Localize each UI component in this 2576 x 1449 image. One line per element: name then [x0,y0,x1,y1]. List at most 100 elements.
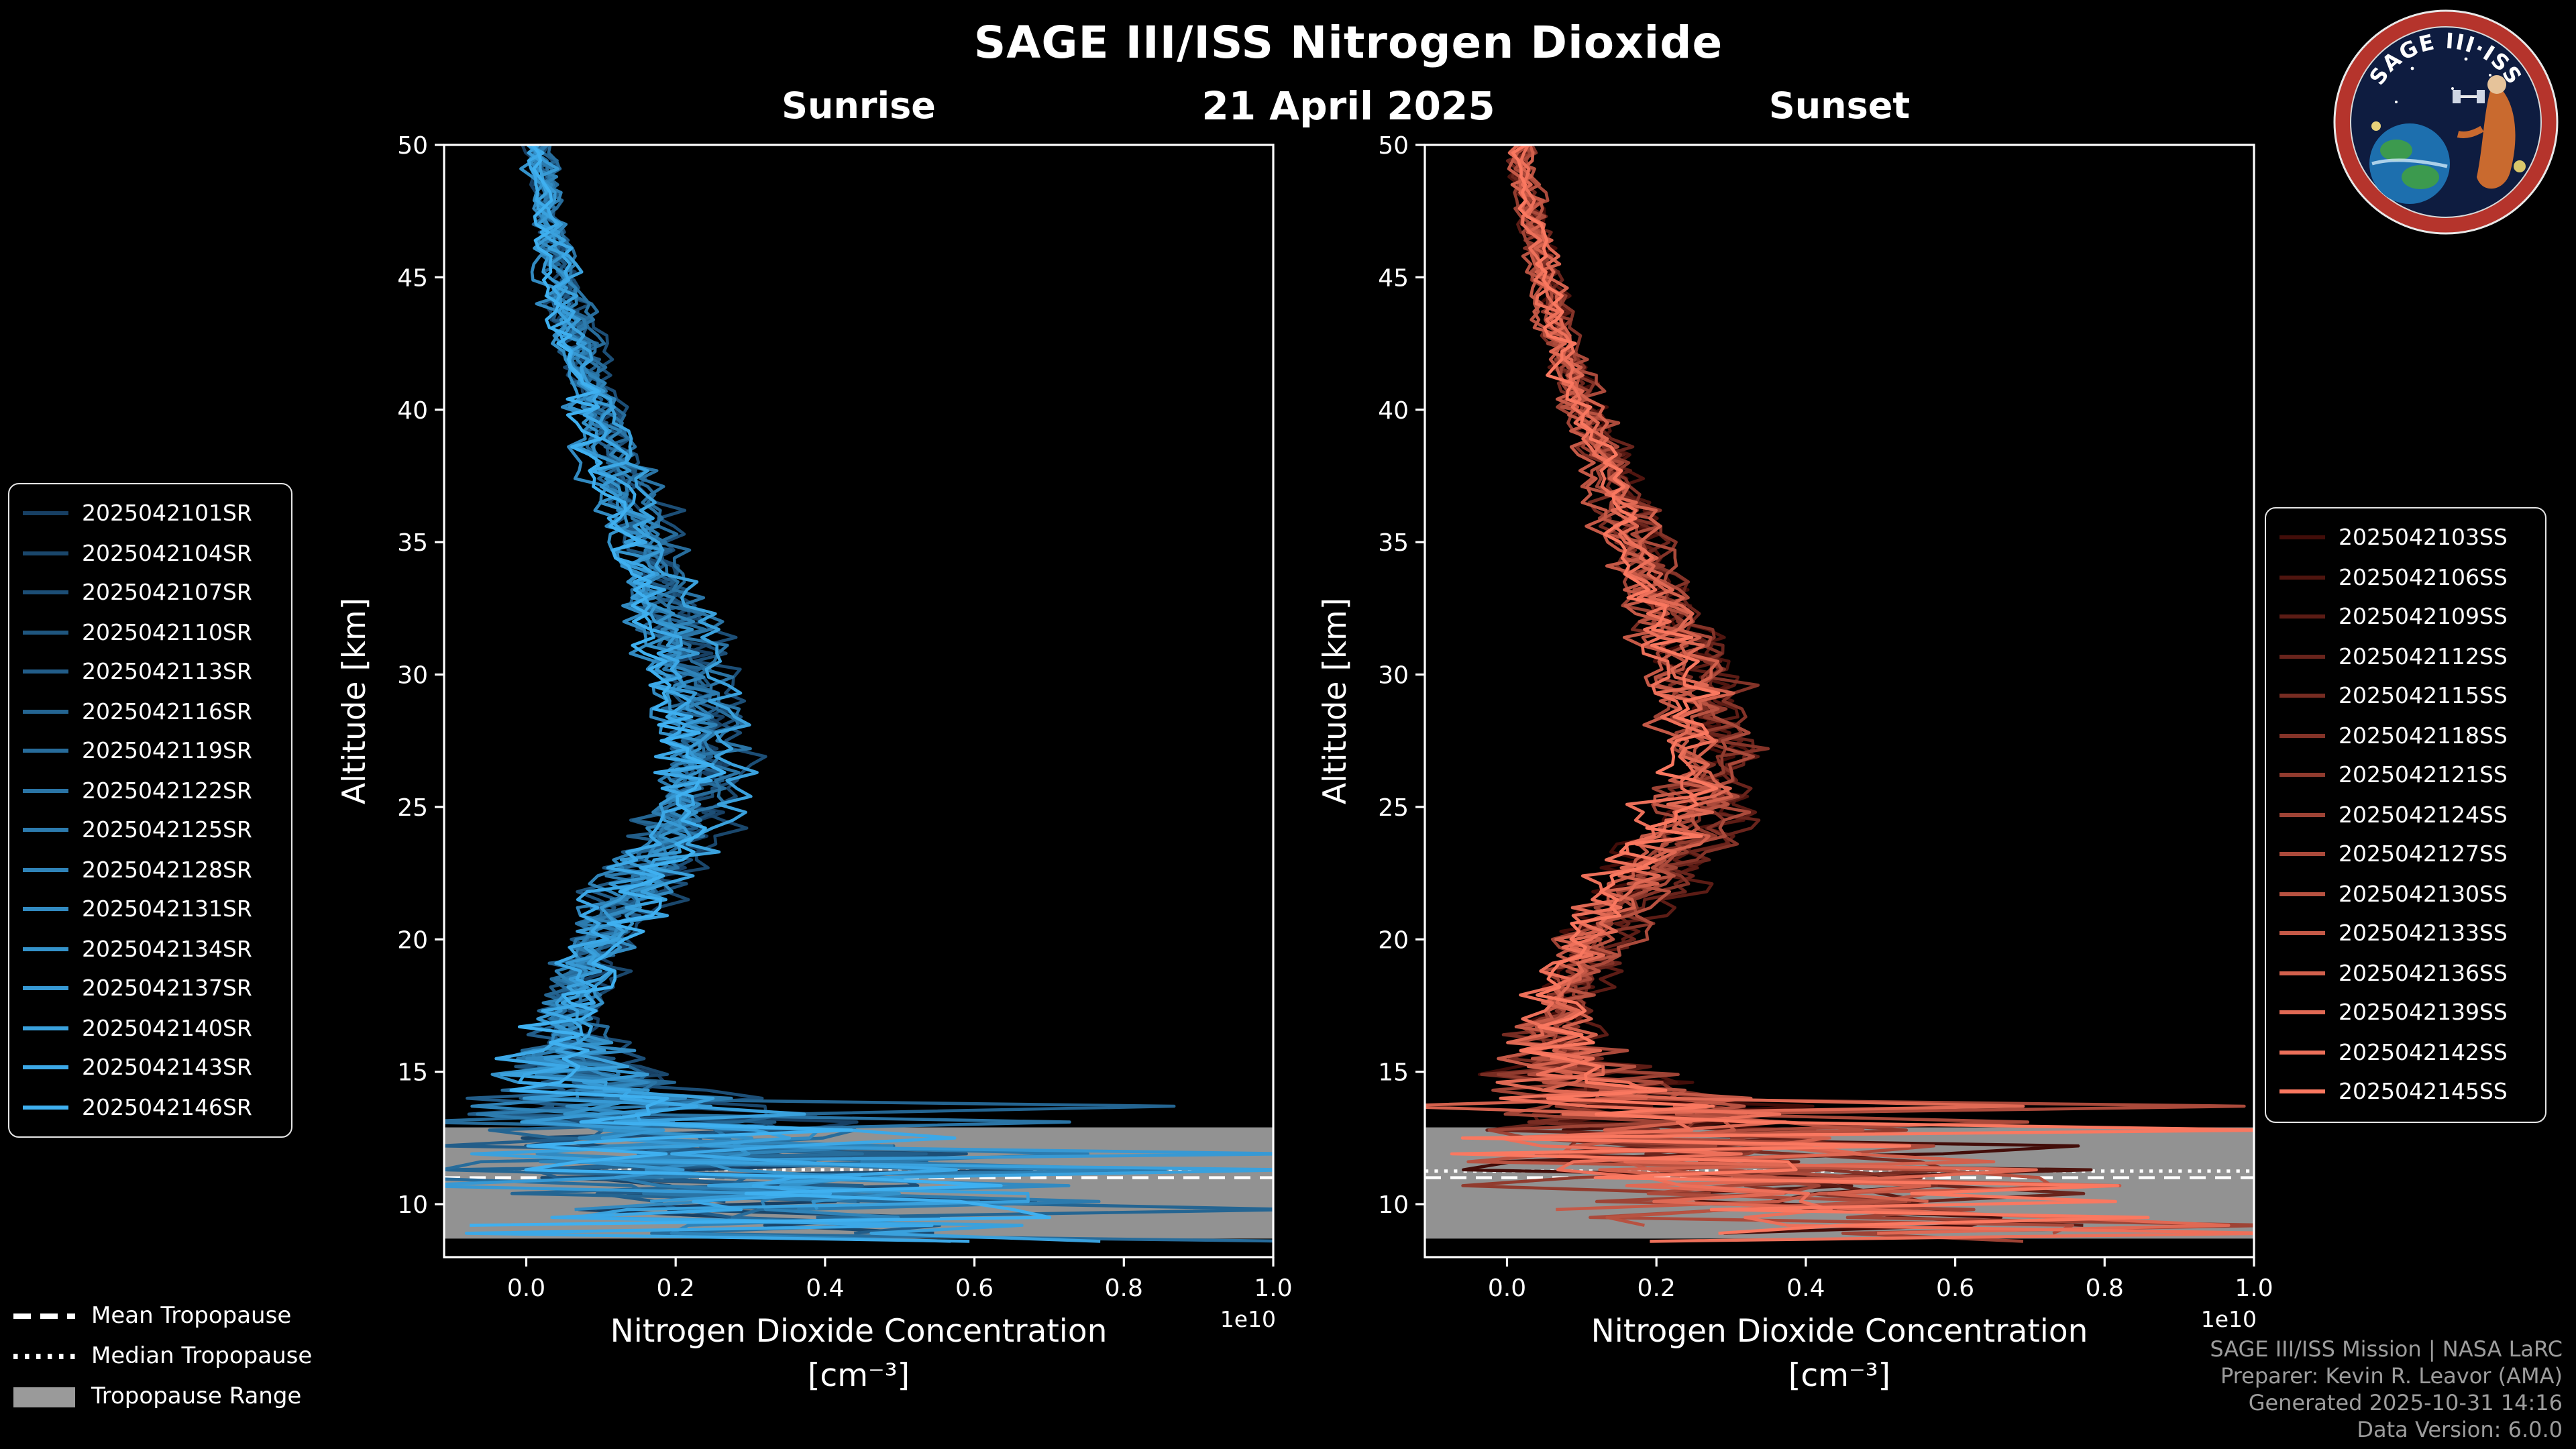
x-axis-units-label: [cm⁻³] [808,1357,910,1394]
legend-entry-label: 2025042146SR [82,1094,252,1120]
legend-entry: 2025042143SR [23,1048,278,1087]
legend-entry: 2025042130SS [2279,874,2532,914]
legend-entry-label: 2025042137SR [82,975,252,1002]
legend-line-swatch [23,907,68,912]
sage-iii-iss-mission-patch: SAGE III·ISS [2333,9,2559,235]
earth-continents [2371,140,2448,189]
legend-entry-label: Median Tropopause [91,1343,313,1370]
y-tick-label: 45 [1378,264,1409,292]
y-tick-label: 25 [397,794,428,822]
profile-line-2025042139SS [1495,145,2231,1235]
y-tick-label: 10 [397,1191,428,1219]
legend-entry-label: 2025042128SR [82,857,252,883]
legend-entry: 2025042104SR [23,533,278,573]
dotted-line-swatch [13,1354,75,1359]
legend-entry-tropopause-range: Tropopause Range [13,1377,312,1417]
y-tick-label: 15 [1378,1059,1409,1087]
legend-entry: 2025042137SR [23,969,278,1008]
dashed-line-swatch [13,1313,75,1319]
legend-entry-label: 2025042118SS [2339,722,2508,749]
y-tick-label: 50 [397,132,428,160]
legend-entry-label: 2025042106SS [2339,564,2508,590]
iss-icon [2453,90,2485,103]
legend-line-swatch [23,1026,68,1030]
y-tick-label: 30 [1378,662,1409,690]
legend-line-swatch [2279,575,2325,580]
y-tick-label: 10 [1378,1191,1409,1219]
legend-line-swatch [23,788,68,793]
legend-line-swatch [23,511,68,516]
sun-icon [2371,121,2381,131]
legend-line-swatch [2279,1010,2325,1015]
legend-entry-label: 2025042131SR [82,896,252,922]
legend-entry: 2025042145SS [2279,1072,2532,1112]
x-axis-units-label: [cm⁻³] [1788,1357,1890,1394]
generated-timestamp: Generated 2025-10-31 14:16 [2248,1390,2563,1415]
legend-entry: 2025042106SS [2279,557,2532,597]
y-tick-label: 20 [397,926,428,954]
legend-line-swatch [23,867,68,872]
x-axis-label: Nitrogen Dioxide Concentration [610,1313,1108,1350]
legend-entry-label: 2025042142SS [2339,1039,2508,1065]
legend-entry: 2025042125SR [23,810,278,850]
legend-line-swatch [23,1065,68,1070]
legend-entry-label: 2025042109SS [2339,604,2508,630]
legend-entry: 2025042113SR [23,652,278,692]
legend-line-swatch [2279,733,2325,738]
legend-entry: 2025042109SS [2279,597,2532,637]
y-axis-label: Altitude [km] [336,598,373,804]
legend-line-swatch [23,1105,68,1110]
y-tick-label: 25 [1378,794,1409,822]
y-tick-label: 40 [1378,397,1409,425]
profile-line-2025042122SR [534,145,1071,1203]
y-tick-label: 40 [397,397,428,425]
legend-line-swatch [23,828,68,833]
legend-entry: 2025042116SR [23,692,278,731]
legend-line-swatch [2279,773,2325,777]
legend-entry-mean-tropopause: Mean Tropopause [13,1296,312,1336]
preparer-credit: Preparer: Kevin R. Leavor (AMA) [2220,1363,2563,1389]
legend-entry: 2025042124SS [2279,795,2532,835]
y-tick-label: 50 [1378,132,1409,160]
legend-entry: 2025042112SS [2279,637,2532,676]
legend-entry-label: 2025042112SS [2339,643,2508,669]
sunset-legend: 2025042103SS 2025042106SS 2025042109SS 2025… [2265,507,2546,1122]
profile-line-2025042131SR [525,145,1071,1212]
page-title: SAGE III/ISS Nitrogen Dioxide [973,16,1723,68]
legend-entry-label: Tropopause Range [91,1383,302,1410]
x-axis-offset-label: 1e10 [1220,1306,1276,1332]
y-tick-label: 30 [397,662,428,690]
y-tick-label: 20 [1378,926,1409,954]
legend-line-swatch [2279,694,2325,698]
legend-entry: 2025042103SS [2279,518,2532,557]
legend-line-swatch [2279,1089,2325,1094]
profile-line-2025042145SS [1450,145,2254,1235]
legend-entry-label: 2025042136SS [2339,960,2508,986]
x-tick-label: 0.8 [2086,1275,2124,1302]
legend-entry: 2025042139SS [2279,993,2532,1032]
profile-line-2025042140SR [470,145,1273,1243]
x-tick-label: 0.0 [1488,1275,1526,1302]
profile-line-2025042124SS [1487,145,2254,1243]
moon-icon [2514,160,2526,172]
profile-line-2025042137SR [444,145,1273,1203]
y-axis-label: Altitude [km] [1317,598,1354,804]
legend-entry: 2025042121SS [2279,755,2532,795]
date-subtitle: 21 April 2025 [1201,83,1495,129]
legend-entry-label: 2025042139SS [2339,1000,2508,1026]
legend-line-swatch [23,986,68,991]
legend-entry-label: 2025042124SS [2339,802,2508,828]
legend-entry-label: 2025042116SR [82,698,252,724]
legend-line-swatch [2279,654,2325,659]
legend-entry-label: 2025042134SR [82,936,252,962]
legend-entry-label: 2025042125SR [82,817,252,843]
x-tick-label: 0.2 [1638,1275,1676,1302]
legend-line-swatch [2279,535,2325,540]
legend-entry-label: 2025042143SR [82,1055,252,1081]
legend-entry: 2025042133SS [2279,914,2532,953]
profile-line-2025042133SS [1497,145,2122,1212]
legend-entry: 2025042119SR [23,731,278,771]
legend-line-swatch [2279,614,2325,619]
